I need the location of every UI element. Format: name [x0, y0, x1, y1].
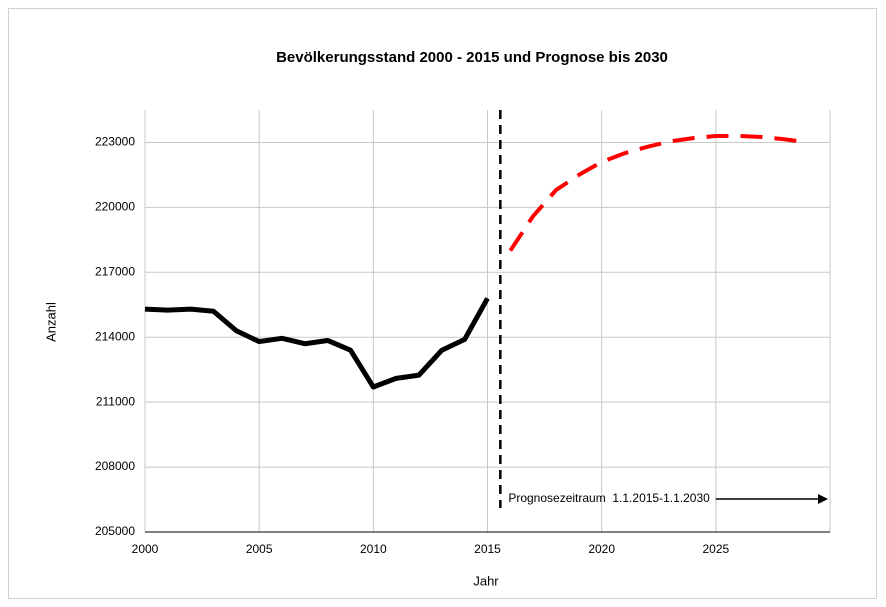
- y-tick-label: 214000: [95, 329, 135, 343]
- y-tick-label: 211000: [96, 394, 135, 408]
- x-tick-label: 2025: [702, 542, 729, 556]
- x-tick-label: 2010: [360, 542, 387, 556]
- x-axis-label: Jahr: [473, 573, 499, 588]
- y-tick-label: 217000: [95, 264, 135, 278]
- y-tick-label: 220000: [95, 200, 135, 214]
- x-tick-label: 2015: [474, 542, 501, 556]
- x-tick-label: 2000: [132, 542, 159, 556]
- y-tick-label: 208000: [95, 459, 135, 473]
- annotation: Prognosezeitraum 1.1.2015-1.1.2030: [508, 491, 710, 505]
- x-tick-label: 2005: [246, 542, 273, 556]
- data-line: [508, 133, 808, 252]
- y-axis-label: Anzahl: [43, 302, 58, 342]
- y-tick-label: 205000: [95, 524, 135, 538]
- y-tick-label: 223000: [95, 135, 135, 149]
- annotation-arrowhead: [818, 494, 828, 504]
- chart-title: Bevölkerungsstand 2000 - 2015 und Progno…: [276, 49, 668, 66]
- chart-frame: [8, 8, 877, 599]
- data-line: [144, 297, 490, 390]
- x-tick-label: 2020: [588, 542, 615, 556]
